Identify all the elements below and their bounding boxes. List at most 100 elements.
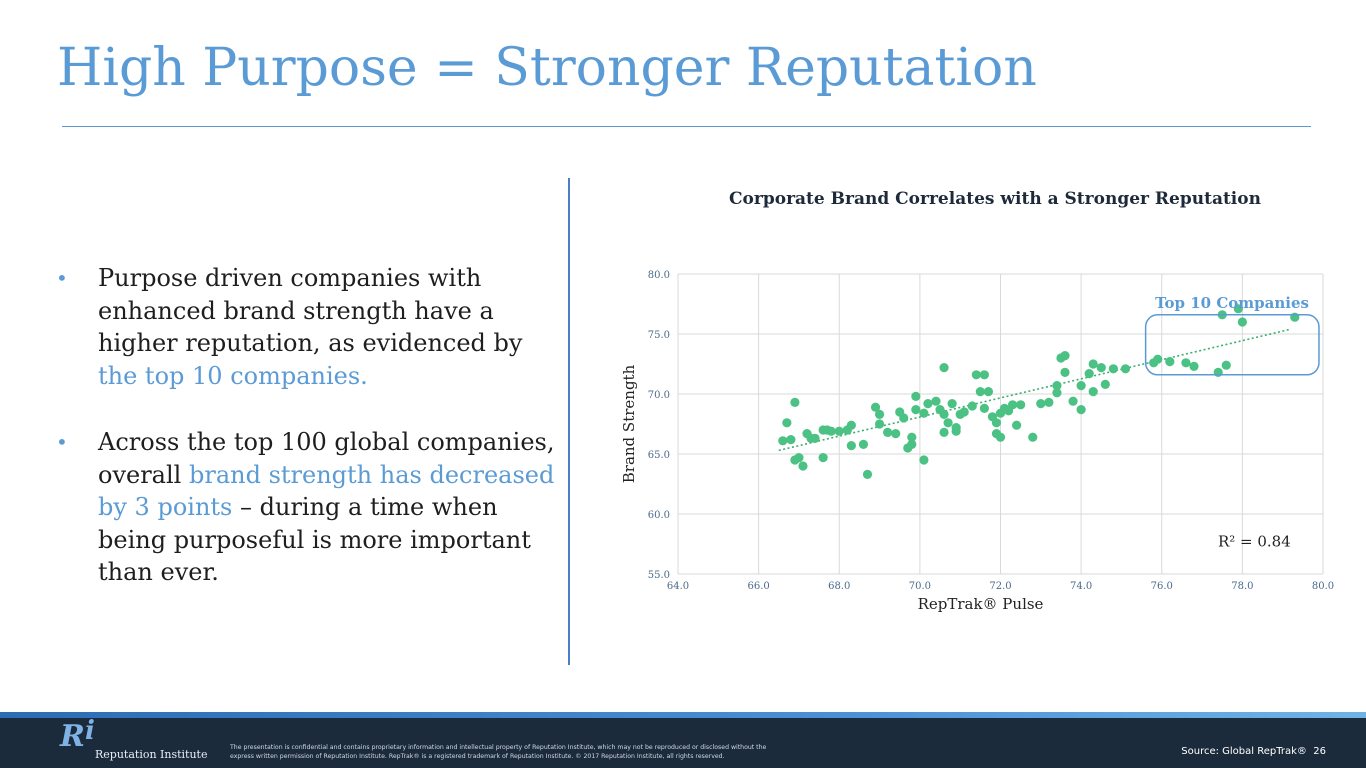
data-point [991,418,1002,428]
bullet-item-2: • Across the top 100 global companies, o… [56,426,556,589]
source-note: Source: Global RepTrak® 26 [1181,746,1326,757]
scatter-chart: 64.0 66.0 68.0 70.0 72.0 74.0 76.0 78.0 80.0 55.0… [620,270,1334,613]
data-point [1076,381,1086,391]
data-point [1233,304,1243,314]
data-point [1088,387,1098,397]
y-tick-label: 60.0 [648,510,670,521]
data-point [1052,388,1062,398]
x-tick-label: 64.0 [667,581,689,592]
y-tick-label: 55.0 [648,570,670,581]
source-text: Source: Global RepTrak® [1181,746,1307,757]
data-point [862,469,873,479]
data-point [995,432,1006,442]
data-point [907,432,917,442]
y-tick-label: 70.0 [648,390,670,401]
data-point [939,409,949,419]
x-tick-label: 78.0 [1231,581,1253,592]
data-point [790,397,800,407]
data-point [1221,360,1231,370]
bullet-1-text-a: Purpose driven companies with enhanced b… [98,264,523,357]
data-point [846,441,856,451]
data-point [1060,367,1070,377]
data-point [782,418,792,428]
y-tick-label: 65.0 [648,450,670,461]
data-point [786,435,796,445]
data-point [826,426,836,436]
data-point [967,401,977,411]
data-point [883,427,893,437]
data-point [1060,351,1070,361]
data-point [1165,357,1175,367]
logo: Ri Reputation Institute [60,716,208,761]
bullet-2-highlight: brand strength has decreased by 3 points [98,460,555,522]
data-point [846,420,856,430]
trend-line [778,328,1291,452]
data-points [778,304,1300,479]
bullet-list: • Purpose driven companies with enhanced… [56,262,556,589]
data-point [979,403,989,413]
data-point [1007,400,1018,410]
title-divider [62,126,1311,127]
data-point [1036,399,1046,409]
data-point [971,370,981,380]
data-point [1100,379,1110,389]
data-point [911,405,921,415]
data-point [1012,420,1022,430]
data-point [1044,397,1054,407]
data-point [1076,405,1086,415]
data-point [959,407,969,417]
data-point [919,455,929,465]
data-point [951,426,961,436]
x-tick-label: 66.0 [747,581,769,592]
data-point [899,413,909,423]
chart-grid [677,273,1324,575]
data-point [1108,364,1118,374]
bullet-icon: • [56,430,68,454]
bullet-item-1: • Purpose driven companies with enhanced… [56,262,556,392]
data-point [1213,367,1223,377]
data-point [1096,363,1106,373]
data-point [1016,400,1026,410]
data-point [1153,354,1163,364]
data-point [1088,359,1098,369]
data-point [1181,358,1191,368]
top-10-highlight-box [1144,314,1320,376]
x-tick-label: 76.0 [1151,581,1173,592]
data-point [778,436,788,446]
data-point [810,433,820,443]
data-point [983,387,994,397]
vertical-divider [568,178,570,665]
data-point [975,387,985,397]
y-tick-label: 80.0 [648,270,670,281]
data-point [834,426,844,436]
data-point [858,439,869,449]
slide-title: High Purpose = Stronger Reputation [57,38,1037,98]
data-point [1189,361,1199,371]
trend-line-group [778,328,1291,452]
data-point [794,453,804,463]
data-point [931,396,941,406]
data-point [874,419,885,429]
chart-axes: 64.0 66.0 68.0 70.0 72.0 74.0 76.0 78.0 80.0 55.0… [620,270,1334,613]
data-point [870,402,881,412]
bullet-1-highlight: the top 10 companies. [98,361,368,390]
disclaimer-text: The presentation is confidential and con… [230,744,767,760]
data-point [1237,317,1247,327]
data-point [939,363,949,373]
data-point [891,429,901,439]
y-tick-label: 75.0 [648,330,670,341]
data-point [947,399,957,409]
bullet-2-text-b: – during a time when being purposeful is… [98,493,531,586]
data-point [943,418,953,428]
data-point [979,370,989,380]
data-point [939,427,949,437]
data-point [1028,432,1038,442]
data-point [923,399,933,409]
bullet-2-text-a: Across the top 100 global companies, ove… [98,428,555,489]
y-axis-label: Brand Strength [620,364,638,483]
logo-mark: Ri [60,716,95,754]
data-point [818,453,828,463]
r-squared-label: R² = 0.84 [1218,532,1291,550]
x-tick-label: 72.0 [989,581,1011,592]
data-point [1084,369,1094,379]
